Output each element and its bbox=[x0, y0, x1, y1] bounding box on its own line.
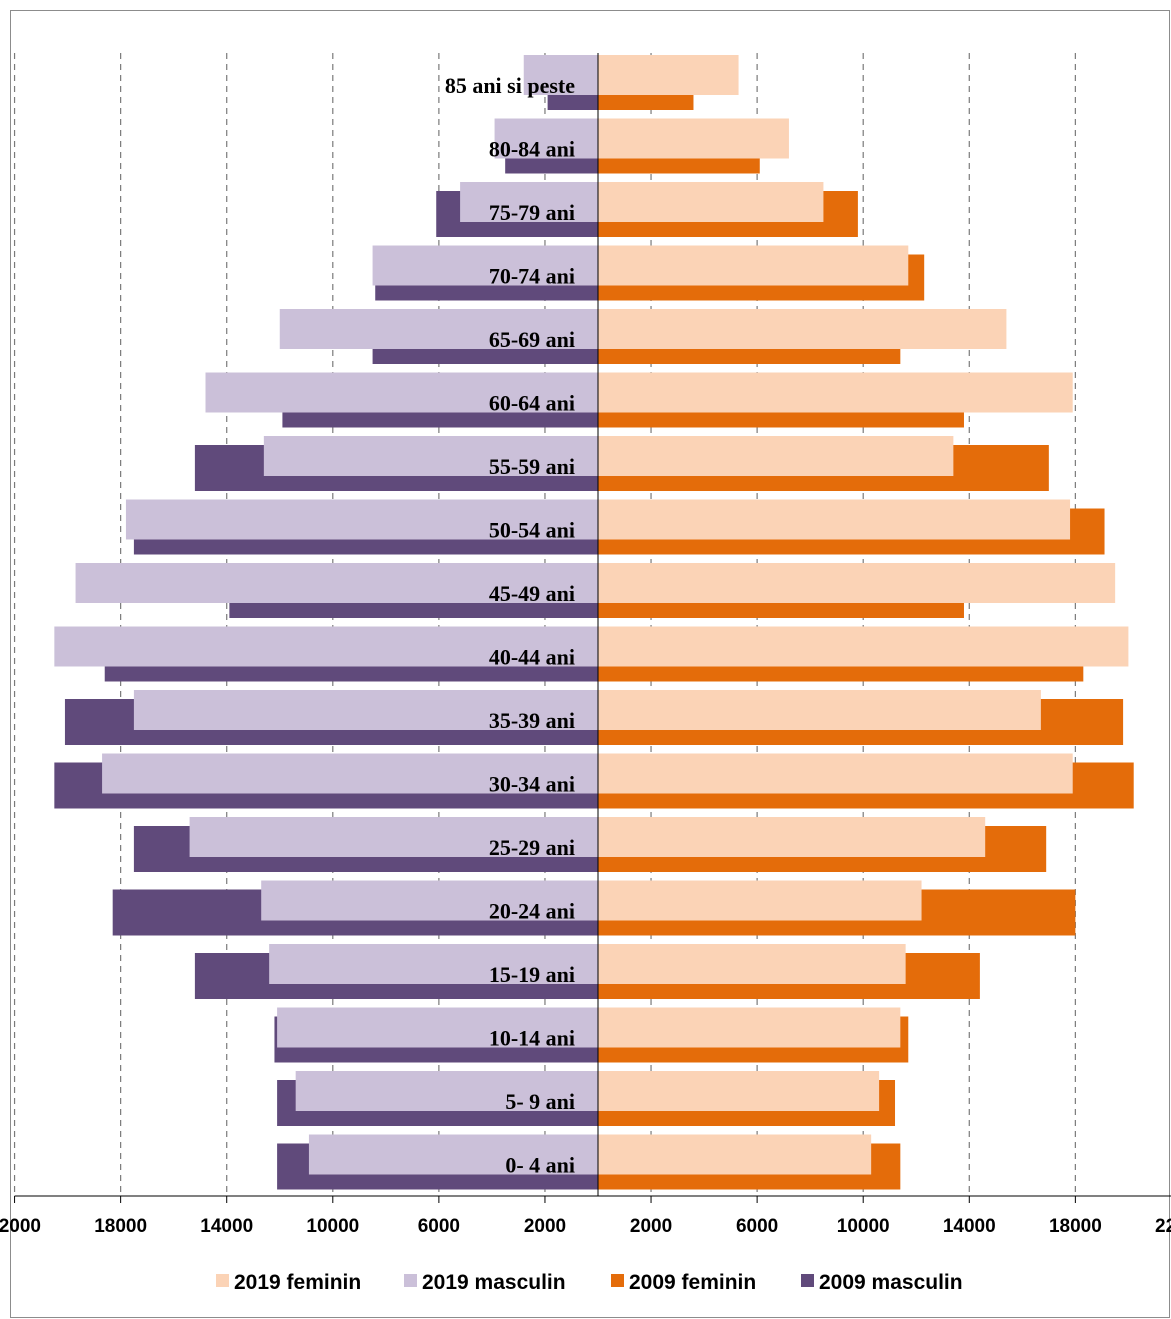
bar-2019-feminin bbox=[598, 55, 739, 95]
bar-2019-feminin bbox=[598, 880, 922, 921]
x-tick-label: 18000 bbox=[94, 1216, 147, 1237]
bar-2019-feminin bbox=[598, 309, 1007, 349]
x-tick-label: 2000 bbox=[630, 1216, 672, 1237]
x-tick-label: 18000 bbox=[1049, 1216, 1102, 1237]
bar-2019-feminin bbox=[598, 1071, 880, 1111]
bar-2019-masculin bbox=[189, 817, 599, 857]
bar-2019-masculin bbox=[125, 499, 598, 540]
x-tick-label: 14000 bbox=[943, 1216, 996, 1237]
category-label: 10-14 ani bbox=[489, 1026, 575, 1051]
category-label: 25-29 ani bbox=[489, 835, 575, 860]
category-label: 80-84 ani bbox=[489, 137, 575, 162]
bar-2019-feminin bbox=[598, 245, 909, 286]
legend-swatch bbox=[216, 1274, 229, 1287]
bar-2019-feminin bbox=[598, 1007, 901, 1048]
category-label: 70-74 ani bbox=[489, 264, 575, 289]
category-label: 55-59 ani bbox=[489, 454, 575, 479]
bar-2019-masculin bbox=[277, 1007, 598, 1048]
bar-2019-masculin bbox=[279, 309, 598, 349]
bar-2019-masculin bbox=[308, 1134, 598, 1175]
category-label: 50-54 ani bbox=[489, 518, 575, 543]
bar-2019-feminin bbox=[598, 753, 1073, 794]
x-tick-label: 14000 bbox=[200, 1216, 253, 1237]
bar-2019-masculin bbox=[54, 626, 598, 667]
x-axis: 22000 18000 14000 10000 6000 2000 2000 6000 1000… bbox=[0, 1195, 1171, 1237]
category-label: 45-49 ani bbox=[489, 581, 575, 606]
legend-label: 2009 masculin bbox=[819, 1271, 963, 1294]
bar-2019-masculin bbox=[133, 690, 598, 730]
bar-2019-masculin bbox=[372, 245, 598, 286]
bar-2019-feminin bbox=[598, 626, 1129, 667]
bar-2019-feminin bbox=[598, 1134, 872, 1175]
x-tick-label: 2000 bbox=[524, 1216, 566, 1237]
bar-2019-masculin bbox=[75, 563, 598, 603]
legend-label: 2009 feminin bbox=[629, 1271, 756, 1294]
category-label: 40-44 ani bbox=[489, 645, 575, 670]
x-tick-label: 22000 bbox=[0, 1216, 41, 1237]
bar-2019-feminin bbox=[598, 436, 954, 476]
legend-label: 2019 feminin bbox=[234, 1271, 361, 1294]
bar-2019-feminin bbox=[598, 118, 789, 159]
bar-2019-feminin bbox=[598, 690, 1041, 730]
legend-swatch bbox=[801, 1274, 814, 1287]
category-label: 30-34 ani bbox=[489, 772, 575, 797]
category-label: 60-64 ani bbox=[489, 391, 575, 416]
bar-2019-masculin bbox=[102, 753, 599, 794]
bar-2019-feminin bbox=[598, 563, 1116, 603]
legend-swatch bbox=[611, 1274, 624, 1287]
category-label: 15-19 ani bbox=[489, 962, 575, 987]
category-label: 0- 4 ani bbox=[505, 1153, 575, 1178]
legend-label: 2019 masculin bbox=[422, 1271, 566, 1294]
bar-2019-feminin bbox=[598, 944, 906, 984]
category-label: 5- 9 ani bbox=[505, 1089, 575, 1114]
x-tick-label: 10000 bbox=[306, 1216, 359, 1237]
bar-2019-feminin bbox=[598, 182, 824, 222]
legend-swatch bbox=[404, 1274, 417, 1287]
bar-2019-masculin bbox=[295, 1071, 598, 1111]
gridlines bbox=[13, 53, 1076, 1196]
category-label: 20-24 ani bbox=[489, 899, 575, 924]
bar-2019-masculin bbox=[523, 55, 598, 95]
x-tick-label: 6000 bbox=[736, 1216, 778, 1237]
category-labels: 85 ani si peste 80-84 ani 75-79 ani 70-74 a… bbox=[445, 73, 575, 1178]
x-tick-label: 6000 bbox=[418, 1216, 460, 1237]
category-label: 85 ani si peste bbox=[445, 73, 575, 98]
bar-2019-masculin bbox=[460, 182, 598, 222]
bar-2019-feminin bbox=[598, 372, 1073, 413]
bars bbox=[54, 53, 1134, 1196]
bar-2019-masculin bbox=[269, 944, 598, 984]
bar-2019-masculin bbox=[205, 372, 598, 413]
bar-2019-masculin bbox=[261, 880, 598, 921]
category-label: 65-69 ani bbox=[489, 327, 575, 352]
legend: 2019 feminin 2019 masculin 2009 feminin 200… bbox=[216, 1271, 963, 1294]
x-tick-label: 10000 bbox=[837, 1216, 890, 1237]
category-label: 35-39 ani bbox=[489, 708, 575, 733]
bar-2019-feminin bbox=[598, 817, 986, 857]
x-tick-label: 22000 bbox=[1155, 1216, 1171, 1237]
bar-2019-masculin bbox=[263, 436, 598, 476]
bar-2019-masculin bbox=[494, 118, 598, 159]
bar-2019-feminin bbox=[598, 499, 1071, 540]
category-label: 75-79 ani bbox=[489, 200, 575, 225]
